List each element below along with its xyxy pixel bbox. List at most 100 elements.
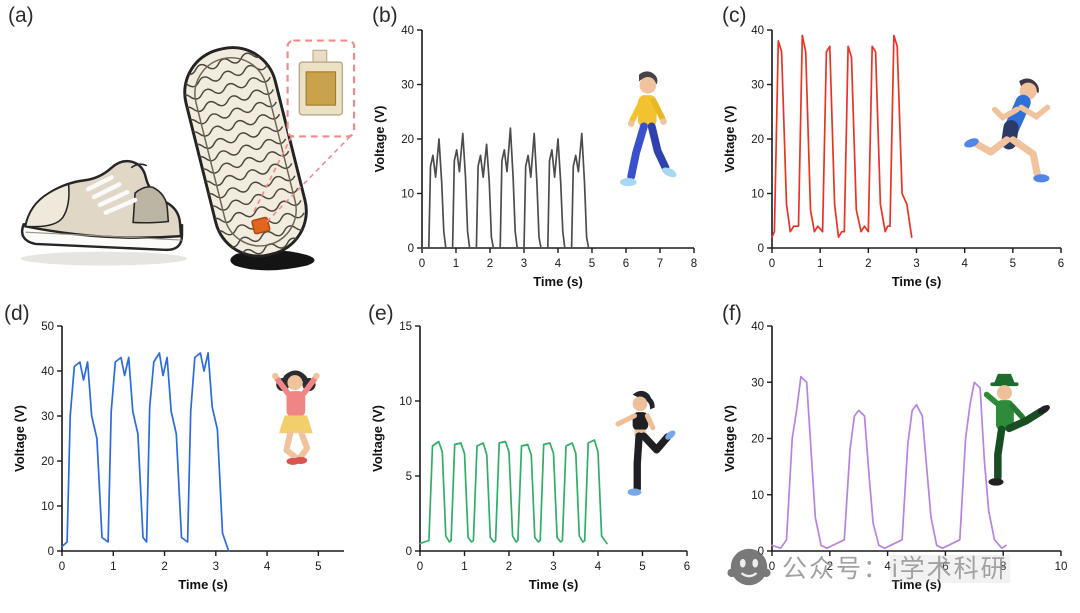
svg-text:40: 40 — [751, 25, 764, 37]
svg-text:8: 8 — [691, 258, 697, 270]
svg-text:3: 3 — [213, 561, 219, 573]
svg-text:40: 40 — [401, 25, 414, 37]
sensor-inset — [251, 39, 356, 223]
svg-text:Time (s): Time (s) — [892, 274, 942, 289]
svg-text:5: 5 — [639, 561, 645, 573]
svg-text:10: 10 — [751, 189, 764, 201]
svg-text:6: 6 — [942, 561, 948, 573]
panel-label-e: (e) — [368, 302, 394, 325]
svg-text:40: 40 — [751, 321, 764, 333]
svg-text:10: 10 — [41, 501, 54, 513]
panel-d-jumping-chart: 0 1 2 3 4 5 0 10 20 30 40 50 Time (s) Voltage (V) — [8, 312, 358, 597]
svg-text:1: 1 — [461, 561, 467, 573]
jumping-person-illustration — [272, 370, 320, 465]
panel-label-f: (f) — [722, 302, 742, 325]
svg-text:4: 4 — [961, 258, 968, 270]
svg-text:4: 4 — [884, 561, 891, 573]
svg-text:20: 20 — [751, 134, 764, 146]
voltage-time-chart-kicking: 0 2 4 6 8 10 0 10 20 30 40 Time (s) Voltage (V) — [722, 321, 1068, 592]
svg-text:0: 0 — [769, 561, 775, 573]
svg-text:7: 7 — [657, 258, 663, 270]
svg-text:Voltage (V): Voltage (V) — [12, 405, 27, 472]
svg-text:30: 30 — [401, 80, 414, 92]
watermark-text: 公众号：i学术科研 — [782, 549, 1010, 585]
svg-text:Time (s): Time (s) — [533, 274, 583, 289]
svg-text:0: 0 — [406, 546, 412, 558]
svg-text:30: 30 — [751, 80, 764, 92]
svg-text:Time (s): Time (s) — [529, 577, 579, 592]
svg-text:Voltage (V): Voltage (V) — [722, 405, 737, 472]
svg-text:6: 6 — [1058, 258, 1064, 270]
svg-text:30: 30 — [41, 411, 54, 423]
panel-label-d: (d) — [4, 302, 30, 325]
svg-text:1: 1 — [110, 561, 116, 573]
svg-text:1: 1 — [817, 258, 823, 270]
panel-b-walking-chart: 0 1 2 3 4 5 6 7 8 0 10 20 30 40 Time (s) Voltage (V) — [368, 16, 708, 294]
svg-text:20: 20 — [401, 134, 414, 146]
svg-text:Voltage (V): Voltage (V) — [722, 106, 737, 173]
watermark: 公众号：i学术科研 — [726, 544, 1010, 590]
svg-text:6: 6 — [623, 258, 629, 270]
walking-person-illustration — [619, 71, 677, 187]
panel-label-a: (a) — [8, 4, 34, 27]
wechat-account-logo-icon — [727, 548, 771, 586]
svg-text:2: 2 — [827, 561, 833, 573]
svg-text:0: 0 — [758, 546, 764, 558]
svg-text:5: 5 — [406, 471, 412, 483]
svg-text:8: 8 — [1000, 561, 1006, 573]
svg-text:3: 3 — [550, 561, 556, 573]
svg-text:10: 10 — [399, 396, 412, 408]
sneaker-with-sensor-inset-illustration — [20, 39, 356, 271]
svg-text:4: 4 — [264, 561, 271, 573]
svg-text:0: 0 — [419, 258, 425, 270]
panel-f-kicking-chart: 0 2 4 6 8 10 0 10 20 30 40 Time (s) Voltage (V) — [718, 312, 1075, 597]
svg-text:20: 20 — [751, 434, 764, 446]
voltage-time-chart-running: 0 1 2 3 4 5 6 0 10 20 30 40 Time (s) Voltage (V) — [722, 25, 1064, 289]
svg-text:1: 1 — [453, 258, 459, 270]
svg-text:Time (s): Time (s) — [892, 577, 942, 592]
svg-text:3: 3 — [521, 258, 527, 270]
svg-text:0: 0 — [769, 258, 775, 270]
panel-c-running-chart: 0 1 2 3 4 5 6 0 10 20 30 40 Time (s) Voltage (V) — [718, 16, 1075, 294]
svg-text:Time (s): Time (s) — [178, 577, 228, 592]
kicking-person-illustration — [983, 373, 1050, 486]
svg-text:Voltage (V): Voltage (V) — [372, 106, 387, 173]
svg-text:10: 10 — [1055, 561, 1068, 573]
svg-text:6: 6 — [684, 561, 690, 573]
voltage-time-chart-walking: 0 1 2 3 4 5 6 7 8 0 10 20 30 40 Time (s) Voltage (V) — [372, 25, 697, 289]
voltage-time-chart-leg-raise: 0 1 2 3 4 5 6 0 5 10 15 Time (s) Voltage (V) — [370, 321, 690, 592]
svg-text:30: 30 — [751, 377, 764, 389]
svg-text:2: 2 — [487, 258, 493, 270]
embedded-sensor-chip — [251, 216, 271, 235]
svg-text:3: 3 — [913, 258, 919, 270]
svg-text:Voltage (V): Voltage (V) — [370, 405, 385, 472]
panel-e-leg-raise-chart: 0 1 2 3 4 5 6 0 5 10 15 Time (s) Voltage (V) — [366, 312, 701, 597]
svg-text:20: 20 — [41, 456, 54, 468]
leg-raise-person-illustration — [615, 390, 676, 496]
svg-text:2: 2 — [506, 561, 512, 573]
svg-text:15: 15 — [399, 321, 412, 333]
svg-text:5: 5 — [315, 561, 321, 573]
svg-text:5: 5 — [1010, 258, 1016, 270]
shoe-laces — [85, 175, 138, 215]
svg-text:50: 50 — [41, 321, 54, 333]
panel-label-c: (c) — [722, 4, 747, 27]
panel-a-illustration — [6, 18, 358, 290]
panel-label-b: (b) — [372, 4, 398, 27]
watermark-account-name: i学术科研 — [890, 555, 1010, 583]
watermark-prefix: 公众号： — [782, 555, 891, 583]
svg-text:10: 10 — [401, 189, 414, 201]
svg-text:4: 4 — [595, 561, 602, 573]
svg-text:0: 0 — [48, 546, 54, 558]
running-person-illustration — [964, 78, 1051, 183]
svg-text:0: 0 — [417, 561, 423, 573]
svg-text:0: 0 — [408, 243, 414, 255]
svg-text:2: 2 — [865, 258, 871, 270]
svg-text:10: 10 — [751, 490, 764, 502]
svg-text:2: 2 — [161, 561, 167, 573]
svg-text:4: 4 — [555, 258, 562, 270]
svg-text:0: 0 — [59, 561, 65, 573]
svg-text:40: 40 — [41, 366, 54, 378]
